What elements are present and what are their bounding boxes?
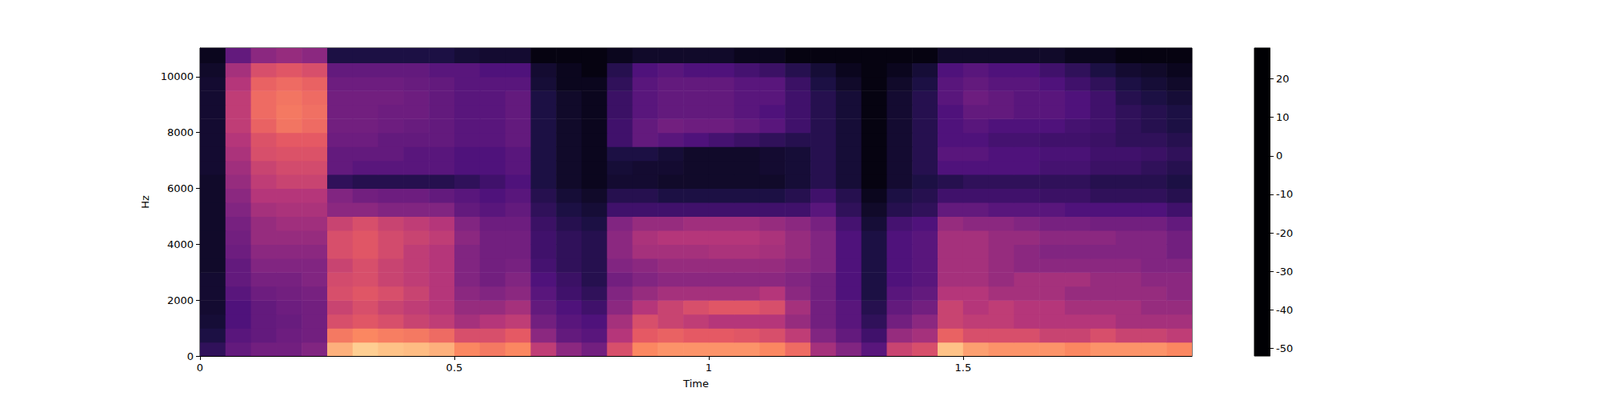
svg-text:8000: 8000 bbox=[167, 126, 194, 139]
svg-text:6000: 6000 bbox=[167, 182, 194, 195]
svg-text:-20: -20 bbox=[1276, 227, 1293, 240]
svg-text:-50: -50 bbox=[1276, 342, 1293, 355]
svg-text:Time: Time bbox=[682, 377, 709, 390]
svg-text:0.5: 0.5 bbox=[446, 361, 464, 374]
svg-text:-10: -10 bbox=[1276, 188, 1293, 200]
svg-text:-30: -30 bbox=[1276, 265, 1293, 278]
svg-text:0: 0 bbox=[196, 361, 204, 374]
svg-text:10: 10 bbox=[1276, 111, 1290, 124]
svg-text:1: 1 bbox=[705, 361, 712, 374]
svg-text:0: 0 bbox=[1276, 149, 1283, 162]
svg-text:10000: 10000 bbox=[160, 70, 194, 83]
svg-text:2000: 2000 bbox=[167, 294, 194, 307]
svg-text:-40: -40 bbox=[1276, 304, 1293, 316]
svg-text:Hz: Hz bbox=[139, 195, 152, 209]
svg-text:0: 0 bbox=[187, 350, 194, 363]
svg-text:20: 20 bbox=[1276, 72, 1290, 85]
svg-text:1.5: 1.5 bbox=[955, 361, 972, 374]
svg-text:4000: 4000 bbox=[167, 238, 194, 251]
